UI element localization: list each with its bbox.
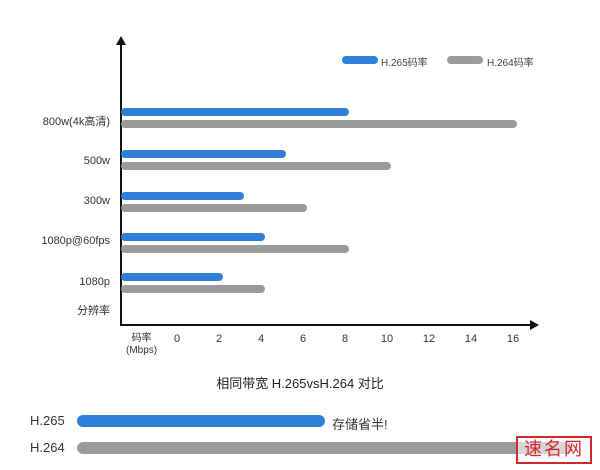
bar-h264 <box>121 245 349 253</box>
x-tick-label: 6 <box>299 333 307 345</box>
x-axis-arrow-icon <box>530 320 539 330</box>
y-axis-title: 分辨率 <box>77 305 110 317</box>
comparison-bar-h265 <box>77 415 325 427</box>
x-tick-label: 10 <box>380 333 394 345</box>
category-label: 500w <box>83 155 110 167</box>
x-axis-title-line2: (Mbps) <box>126 345 158 356</box>
y-axis <box>120 42 122 326</box>
bar-h265 <box>121 150 286 158</box>
bar-h265 <box>121 273 223 281</box>
legend-swatch-h264 <box>447 56 483 64</box>
bar-h264 <box>121 285 265 293</box>
x-tick-label: 4 <box>257 333 265 345</box>
x-tick-label: 12 <box>422 333 436 345</box>
bar-h265 <box>121 192 244 200</box>
x-axis-title: 码率 (Mbps) <box>126 333 157 357</box>
legend-label-h265: H.265码率 <box>381 58 428 69</box>
category-label: 1080p <box>79 276 110 288</box>
bar-h264 <box>121 120 517 128</box>
x-tick-label: 2 <box>215 333 223 345</box>
comparison-bar-h264 <box>77 442 573 454</box>
legend-label-h264: H.264码率 <box>487 58 534 69</box>
category-label: 300w <box>83 195 110 207</box>
category-label: 1080p@60fps <box>41 235 110 247</box>
category-label: 800w(4k高清) <box>42 116 110 128</box>
watermark-stamp: 速名网 <box>516 436 592 464</box>
chart-title: 相同带宽 H.265vsH.264 对比 <box>216 376 384 391</box>
x-axis-title-line1: 码率 <box>131 333 152 344</box>
bar-h265 <box>121 108 349 116</box>
legend-swatch-h265 <box>342 56 378 64</box>
y-axis-arrow-icon <box>116 36 126 45</box>
x-tick-label: 0 <box>173 333 181 345</box>
comparison-label-h264: H.264 <box>30 440 65 455</box>
x-axis <box>120 324 532 326</box>
x-tick-label: 16 <box>506 333 520 345</box>
bar-h264 <box>121 162 391 170</box>
comparison-label-h265: H.265 <box>30 413 65 428</box>
bar-h265 <box>121 233 265 241</box>
x-tick-label: 8 <box>341 333 349 345</box>
x-tick-label: 14 <box>464 333 478 345</box>
bar-h264 <box>121 204 307 212</box>
comparison-note: 存储省半! <box>332 417 388 432</box>
